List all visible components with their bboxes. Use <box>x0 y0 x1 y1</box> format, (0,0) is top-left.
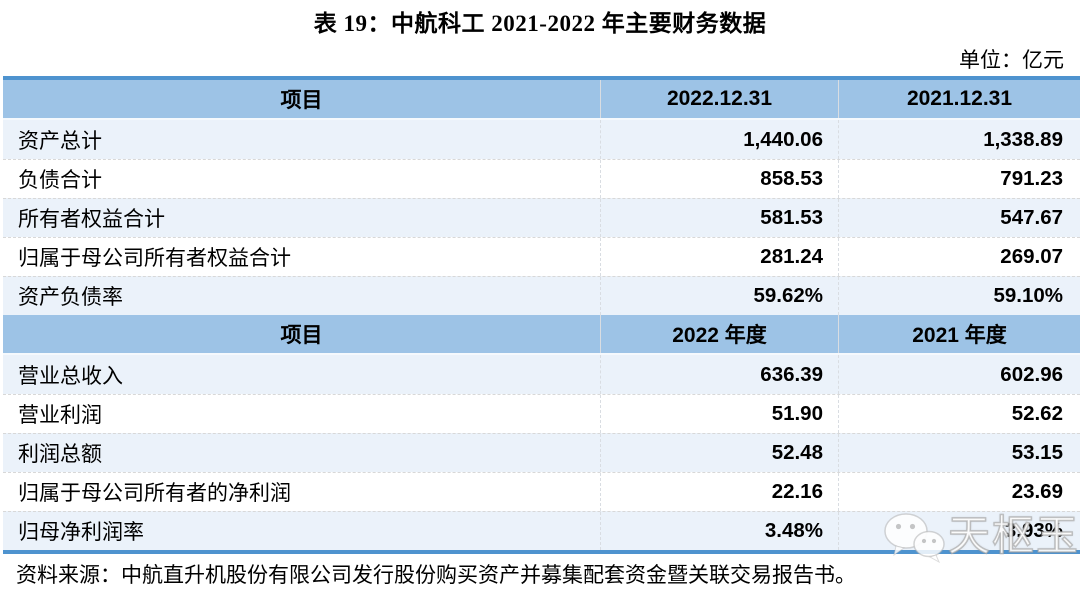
item-cell: 负债合计 <box>18 168 102 192</box>
value-2021-cell: 602.96 <box>838 355 1080 394</box>
value-2022-cell: 281.24 <box>600 238 838 276</box>
item-cell: 所有者权益合计 <box>18 207 165 231</box>
value-2021-cell: 53.15 <box>838 434 1080 472</box>
table-row: 归属于母公司所有者的净利润 22.16 23.69 <box>3 472 1080 511</box>
item-cell: 归母净利润率 <box>18 520 144 544</box>
table-row: 归属于母公司所有者权益合计 281.24 269.07 <box>3 237 1080 276</box>
item-cell: 利润总额 <box>18 442 102 466</box>
value-2021-cell: 547.67 <box>838 199 1080 237</box>
section1-header-2021: 2021.12.31 <box>838 80 1080 118</box>
value-2022-cell: 52.48 <box>600 434 838 472</box>
value-2022-cell: 3.48% <box>600 512 838 550</box>
section1-header-2022: 2022.12.31 <box>600 80 838 118</box>
value-2021-cell: 23.69 <box>838 473 1080 511</box>
item-cell: 资产总计 <box>18 128 102 153</box>
table-row: 归母净利润率 3.48% 3.93% <box>3 511 1080 550</box>
value-2021-cell: 791.23 <box>838 160 1080 198</box>
table-row: 资产总计 1,440.06 1,338.89 <box>3 120 1080 159</box>
value-2021-cell: 52.62 <box>838 395 1080 433</box>
value-2022-cell: 581.53 <box>600 199 838 237</box>
section2-header-item: 项目 <box>280 323 323 347</box>
value-2022-cell: 22.16 <box>600 473 838 511</box>
source-note: 资料来源：中航直升机股份有限公司发行股份购买资产并募集配套资金暨关联交易报告书。 <box>16 563 856 587</box>
item-cell: 资产负债率 <box>18 285 123 309</box>
financial-table: 项目 2022.12.31 2021.12.31 资产总计 1,440.06 1… <box>3 76 1080 554</box>
value-2021-cell: 1,338.89 <box>838 120 1080 159</box>
table-row: 营业利润 51.90 52.62 <box>3 394 1080 433</box>
table-row: 资产负债率 59.62% 59.10% <box>3 276 1080 315</box>
section2-header-row: 项目 2022 年度 2021 年度 <box>3 315 1080 355</box>
table-row: 所有者权益合计 581.53 547.67 <box>3 198 1080 237</box>
value-2022-cell: 1,440.06 <box>600 120 838 159</box>
value-2021-cell: 3.93% <box>838 512 1080 550</box>
table-row: 负债合计 858.53 791.23 <box>3 159 1080 198</box>
table-row: 利润总额 52.48 53.15 <box>3 433 1080 472</box>
unit-label: 单位：亿元 <box>959 48 1064 72</box>
value-2022-cell: 51.90 <box>600 395 838 433</box>
section2-header-2021: 2021 年度 <box>838 315 1080 353</box>
section2-header-2022: 2022 年度 <box>600 315 838 353</box>
value-2022-cell: 59.62% <box>600 277 838 315</box>
section1-header-row: 项目 2022.12.31 2021.12.31 <box>3 80 1080 120</box>
value-2022-cell: 858.53 <box>600 160 838 198</box>
item-cell: 营业利润 <box>18 403 102 427</box>
item-cell: 归属于母公司所有者权益合计 <box>18 246 291 270</box>
item-cell: 归属于母公司所有者的净利润 <box>18 481 291 505</box>
table-row: 营业总收入 636.39 602.96 <box>3 355 1080 394</box>
value-2021-cell: 269.07 <box>838 238 1080 276</box>
section1-header-item: 项目 <box>280 88 323 112</box>
value-2022-cell: 636.39 <box>600 355 838 394</box>
table-title: 表 19：中航科工 2021-2022 年主要财务数据 <box>313 11 767 36</box>
value-2021-cell: 59.10% <box>838 277 1080 315</box>
item-cell: 营业总收入 <box>18 363 123 388</box>
